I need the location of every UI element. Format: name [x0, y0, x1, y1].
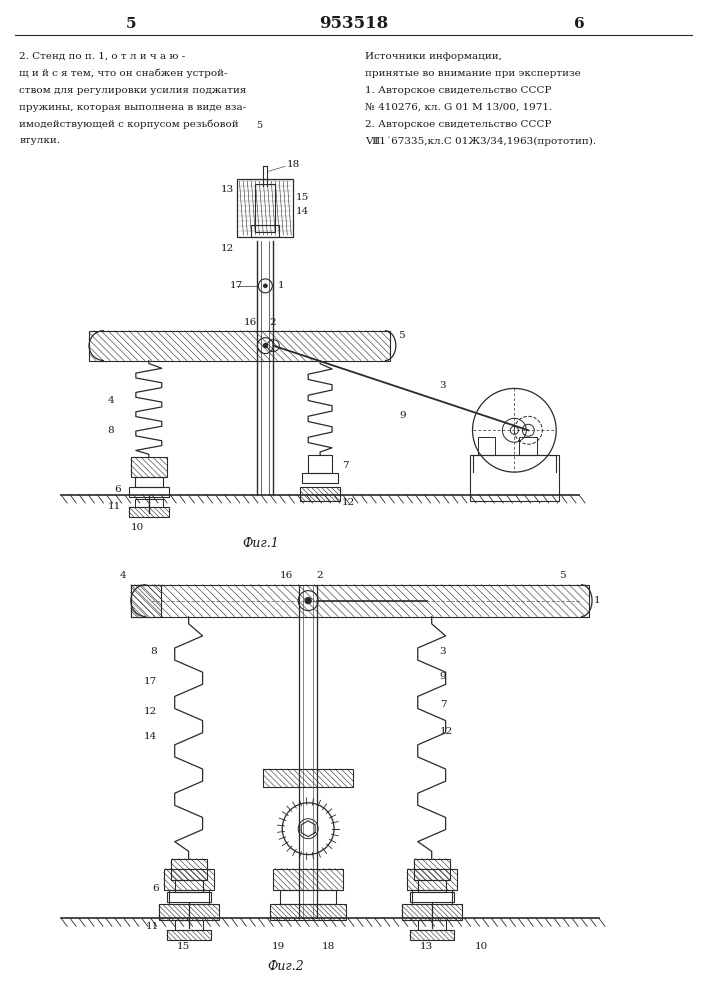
Bar: [252, 225, 279, 237]
Text: втулки.: втулки.: [19, 136, 60, 145]
Text: 19: 19: [271, 942, 285, 951]
Bar: [300, 487, 340, 501]
Text: 5: 5: [398, 331, 404, 340]
Bar: [135, 499, 163, 507]
Text: 9: 9: [440, 672, 446, 681]
Text: 14: 14: [144, 732, 157, 741]
Bar: [270, 904, 346, 920]
Text: Источники информации,: Источники информации,: [365, 52, 502, 61]
Bar: [175, 880, 203, 892]
Text: 1. Авторское свидетельство СССР: 1. Авторское свидетельство СССР: [365, 86, 551, 95]
Text: Фиг.1: Фиг.1: [242, 537, 279, 550]
Text: 14: 14: [296, 207, 310, 216]
Text: 7: 7: [342, 461, 349, 470]
Text: 12: 12: [144, 707, 157, 716]
Bar: [167, 892, 211, 902]
Text: 15: 15: [296, 193, 310, 202]
Bar: [411, 890, 452, 904]
Bar: [169, 890, 209, 904]
Text: 16: 16: [280, 571, 293, 580]
Bar: [175, 920, 203, 930]
Text: 13: 13: [221, 185, 235, 194]
Bar: [302, 473, 338, 483]
Text: 10: 10: [131, 523, 144, 532]
Text: имодействующей с корпусом резьбовой: имодействующей с корпусом резьбовой: [19, 120, 239, 129]
Bar: [167, 930, 211, 940]
Text: 2: 2: [316, 571, 323, 580]
Bar: [238, 179, 293, 237]
Text: Ⅷ1´67335,кл.С 01Ж3/34,1963(прототип).: Ⅷ1´67335,кл.С 01Ж3/34,1963(прототип).: [365, 136, 596, 146]
Bar: [170, 859, 206, 880]
Text: 13: 13: [420, 942, 433, 951]
Text: ством для регулировки усилия поджатия: ством для регулировки усилия поджатия: [19, 86, 247, 95]
Bar: [414, 859, 450, 880]
Bar: [129, 507, 169, 517]
Bar: [469, 455, 559, 501]
Text: 6: 6: [574, 17, 585, 31]
Bar: [131, 585, 589, 617]
Bar: [263, 769, 353, 787]
Text: 17: 17: [230, 281, 243, 290]
Text: 3: 3: [440, 381, 446, 390]
Bar: [418, 920, 445, 930]
Text: 8: 8: [107, 426, 114, 435]
Text: 11: 11: [107, 502, 121, 511]
Text: 4: 4: [119, 571, 126, 580]
Bar: [308, 455, 332, 473]
Circle shape: [305, 598, 311, 604]
Text: 9: 9: [400, 411, 407, 420]
Bar: [159, 904, 218, 920]
Bar: [402, 904, 462, 920]
Bar: [418, 880, 445, 892]
Text: 18: 18: [287, 160, 300, 169]
Text: 15: 15: [177, 942, 190, 951]
Text: 3: 3: [440, 647, 446, 656]
Bar: [255, 184, 275, 232]
Bar: [274, 869, 343, 890]
Bar: [477, 437, 496, 455]
Bar: [407, 869, 457, 890]
Text: 12: 12: [342, 498, 356, 507]
Text: 1: 1: [594, 596, 601, 605]
Text: принятые во внимание при экспертизе: принятые во внимание при экспертизе: [365, 69, 580, 78]
Text: 16: 16: [244, 318, 257, 327]
Bar: [520, 437, 537, 455]
Text: 6: 6: [115, 485, 121, 494]
Text: 2: 2: [269, 318, 276, 327]
Text: 1: 1: [277, 281, 284, 290]
Text: Фиг.2: Фиг.2: [267, 960, 303, 973]
Text: 8: 8: [150, 647, 157, 656]
Circle shape: [263, 284, 267, 288]
Text: 5: 5: [257, 121, 262, 130]
Text: 17: 17: [144, 677, 157, 686]
Bar: [410, 930, 454, 940]
Text: щ и й с я тем, что он снабжен устрой-: щ и й с я тем, что он снабжен устрой-: [19, 69, 228, 78]
Text: № 410276, кл. G 01 M 13/00, 1971.: № 410276, кл. G 01 M 13/00, 1971.: [365, 103, 552, 112]
Text: 2. Стенд по п. 1, о т л и ч а ю -: 2. Стенд по п. 1, о т л и ч а ю -: [19, 52, 185, 61]
Bar: [135, 477, 163, 487]
Text: 12: 12: [440, 727, 453, 736]
Text: 4: 4: [107, 396, 114, 405]
Text: 2. Авторское свидетельство СССР: 2. Авторское свидетельство СССР: [365, 120, 551, 129]
Text: 5: 5: [126, 17, 136, 31]
Text: 11: 11: [146, 922, 159, 931]
Bar: [131, 457, 167, 477]
Bar: [410, 892, 454, 902]
Bar: [131, 585, 160, 617]
Bar: [280, 890, 336, 904]
Text: 18: 18: [322, 942, 334, 951]
Text: 10: 10: [475, 942, 488, 951]
Text: 12: 12: [221, 244, 235, 253]
Bar: [89, 331, 390, 361]
Text: 6: 6: [152, 884, 159, 893]
Bar: [164, 869, 214, 890]
Text: пружины, которая выполнена в виде вза-: пружины, которая выполнена в виде вза-: [19, 103, 247, 112]
Circle shape: [263, 344, 267, 348]
Text: 7: 7: [440, 700, 446, 709]
Bar: [129, 487, 169, 497]
Text: 953518: 953518: [320, 15, 389, 32]
Text: 5: 5: [559, 571, 566, 580]
